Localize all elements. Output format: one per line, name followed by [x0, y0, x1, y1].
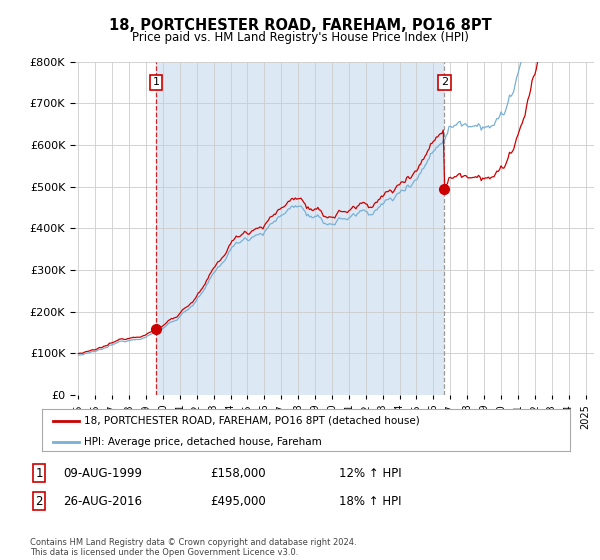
Text: HPI: Average price, detached house, Fareham: HPI: Average price, detached house, Fare…	[84, 437, 322, 446]
Text: £495,000: £495,000	[210, 494, 266, 508]
Text: 18% ↑ HPI: 18% ↑ HPI	[339, 494, 401, 508]
Text: 1: 1	[35, 466, 43, 480]
Text: 2: 2	[441, 77, 448, 87]
Text: Contains HM Land Registry data © Crown copyright and database right 2024.
This d: Contains HM Land Registry data © Crown c…	[30, 538, 356, 557]
Text: 26-AUG-2016: 26-AUG-2016	[63, 494, 142, 508]
Bar	[156, 62, 445, 395]
Text: £158,000: £158,000	[210, 466, 266, 480]
Text: 2: 2	[35, 494, 43, 508]
Text: 18, PORTCHESTER ROAD, FAREHAM, PO16 8PT: 18, PORTCHESTER ROAD, FAREHAM, PO16 8PT	[109, 18, 491, 33]
Text: 18, PORTCHESTER ROAD, FAREHAM, PO16 8PT (detached house): 18, PORTCHESTER ROAD, FAREHAM, PO16 8PT …	[84, 416, 420, 426]
Text: Price paid vs. HM Land Registry's House Price Index (HPI): Price paid vs. HM Land Registry's House …	[131, 31, 469, 44]
Text: 1: 1	[152, 77, 160, 87]
Text: 09-AUG-1999: 09-AUG-1999	[63, 466, 142, 480]
Text: 12% ↑ HPI: 12% ↑ HPI	[339, 466, 401, 480]
